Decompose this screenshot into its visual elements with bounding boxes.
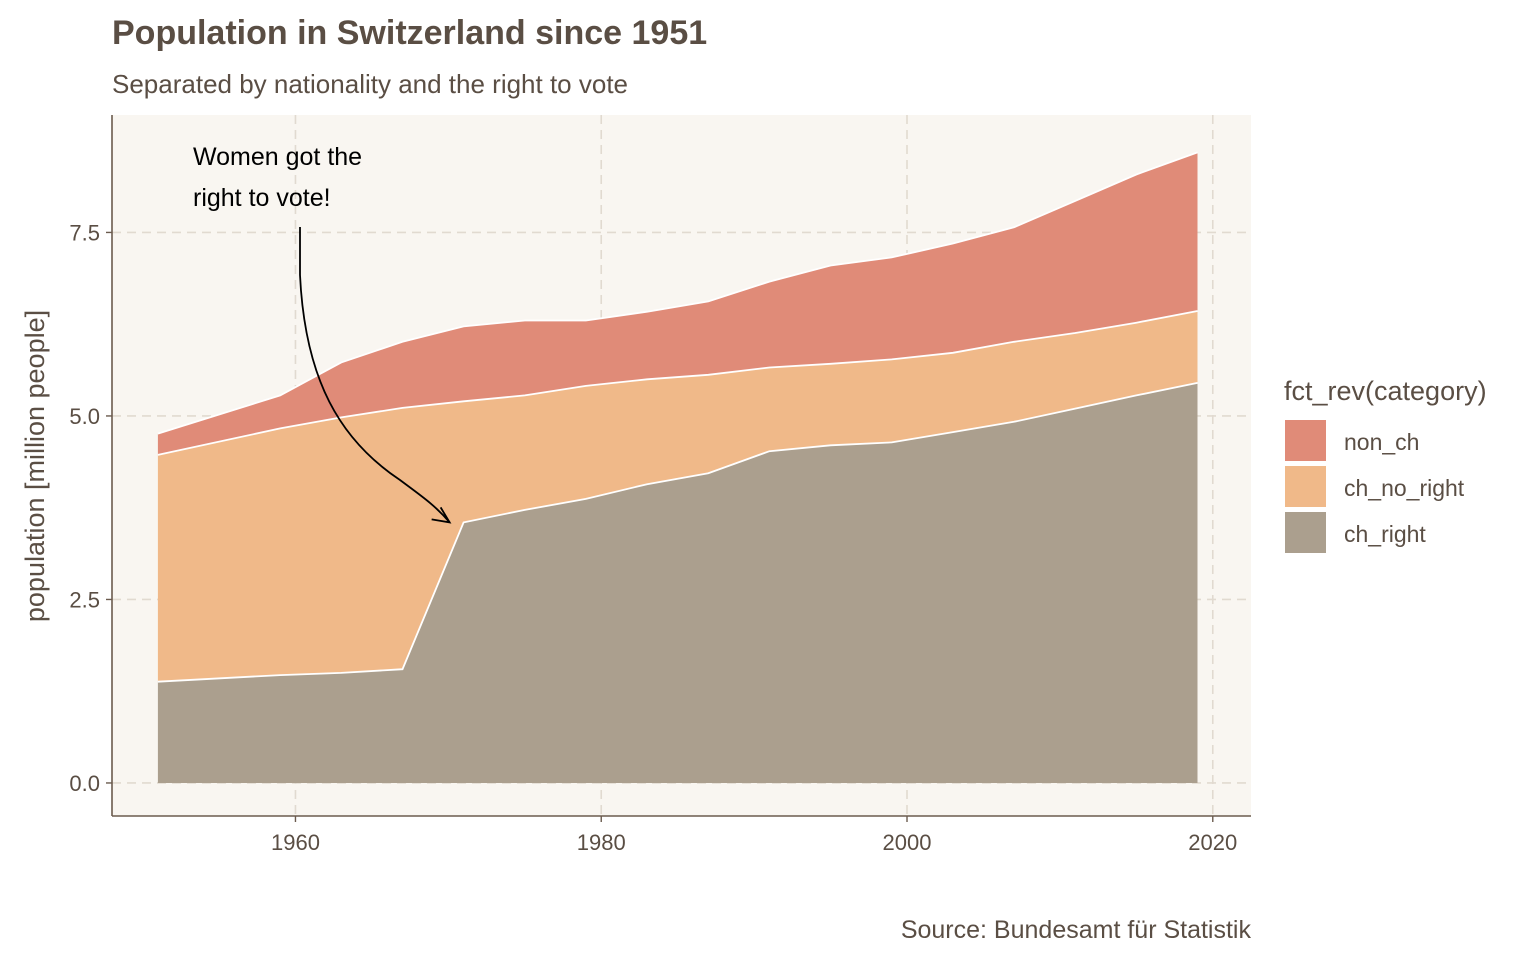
chart-subtitle: Separated by nationality and the right t… xyxy=(112,69,628,99)
annotation-arrowhead xyxy=(431,506,452,524)
y-axis-title: population [million people] xyxy=(20,310,50,622)
legend-title: fct_rev(category) xyxy=(1284,376,1487,406)
y-tick-label-1: 2.5 xyxy=(69,587,100,612)
legend-swatch-ch-no-right xyxy=(1285,466,1326,507)
tick-labels: 0.0 2.5 5.0 7.5 1960 1980 2000 2020 xyxy=(69,220,1237,855)
annotation: Women got the right to vote! xyxy=(193,143,452,524)
legend-label-ch-right: ch_right xyxy=(1344,521,1426,547)
y-tick-label-3: 7.5 xyxy=(69,220,100,245)
annotation-line-0: Women got the xyxy=(193,143,362,171)
legend: fct_rev(category) non_ch ch_no_right ch_ri… xyxy=(1284,376,1487,553)
area-ch-no-right xyxy=(157,311,1198,682)
area-non-ch xyxy=(157,152,1198,455)
legend-swatch-ch-right xyxy=(1285,512,1326,553)
legend-swatch-non-ch xyxy=(1285,420,1326,461)
area-edge-ch-no-right xyxy=(157,310,1198,456)
area-series xyxy=(157,151,1198,783)
area-ch-right xyxy=(157,382,1198,783)
annotation-line-1: right to vote! xyxy=(193,184,331,212)
chart-title: Population in Switzerland since 1951 xyxy=(112,14,707,52)
area-edge-non-ch xyxy=(157,151,1198,435)
x-tick-label-2: 2000 xyxy=(883,830,932,855)
area-edge-ch-right xyxy=(157,382,1198,683)
x-tick-label-0: 1960 xyxy=(271,830,320,855)
legend-label-ch-no-right: ch_no_right xyxy=(1344,475,1465,501)
annotation-arrow xyxy=(299,227,451,523)
x-tick-label-3: 2020 xyxy=(1188,830,1237,855)
x-tick-label-1: 1980 xyxy=(577,830,626,855)
legend-label-non-ch: non_ch xyxy=(1344,429,1419,455)
y-tick-label-0: 0.0 xyxy=(69,771,100,796)
y-tick-label-2: 5.0 xyxy=(69,404,100,429)
chart-caption: Source: Bundesamt für Statistik xyxy=(901,916,1252,944)
